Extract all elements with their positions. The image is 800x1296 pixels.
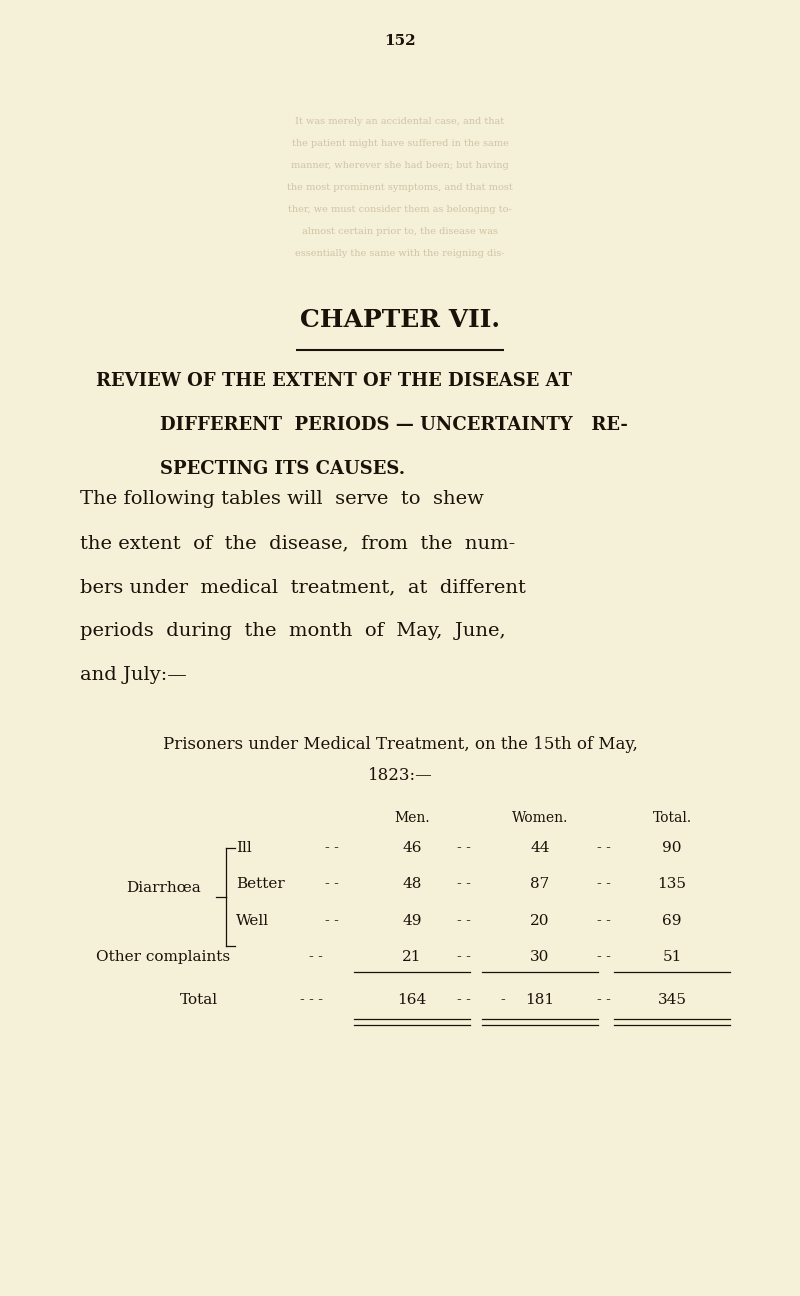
Text: -: - <box>500 993 505 1007</box>
Text: DIFFERENT  PERIODS — UNCERTAINTY   RE-: DIFFERENT PERIODS — UNCERTAINTY RE- <box>160 416 628 434</box>
Text: 69: 69 <box>662 914 682 928</box>
Text: periods  during  the  month  of  May,  June,: periods during the month of May, June, <box>80 622 506 640</box>
Text: 20: 20 <box>530 914 550 928</box>
Text: - -: - - <box>457 993 471 1007</box>
Text: 87: 87 <box>530 877 550 892</box>
Text: - -: - - <box>325 914 339 928</box>
Text: - -: - - <box>457 877 471 892</box>
Text: 135: 135 <box>658 877 686 892</box>
Text: - -: - - <box>325 841 339 855</box>
Text: 164: 164 <box>398 993 426 1007</box>
Text: Well: Well <box>236 914 269 928</box>
Text: the patient might have suffered in the same: the patient might have suffered in the s… <box>291 139 509 148</box>
Text: The following tables will  serve  to  shew: The following tables will serve to shew <box>80 490 484 508</box>
Text: 49: 49 <box>402 914 422 928</box>
Text: Women.: Women. <box>512 811 568 826</box>
Text: 1823:—: 1823:— <box>368 767 432 784</box>
Text: Total.: Total. <box>653 811 691 826</box>
Text: 21: 21 <box>402 950 422 964</box>
Text: - -: - - <box>597 993 611 1007</box>
Text: - -: - - <box>309 950 323 964</box>
Text: ther, we must consider them as belonging to-: ther, we must consider them as belonging… <box>288 205 512 214</box>
Text: almost certain prior to, the disease was: almost certain prior to, the disease was <box>302 227 498 236</box>
Text: 181: 181 <box>526 993 554 1007</box>
Text: It was merely an accidental case, and that: It was merely an accidental case, and th… <box>295 117 505 126</box>
Text: - -: - - <box>597 950 611 964</box>
Text: 30: 30 <box>530 950 550 964</box>
Text: 51: 51 <box>662 950 682 964</box>
Text: - - -: - - - <box>301 993 323 1007</box>
Text: Total: Total <box>180 993 218 1007</box>
Text: - -: - - <box>457 950 471 964</box>
Text: Other complaints: Other complaints <box>96 950 230 964</box>
Text: 345: 345 <box>658 993 686 1007</box>
Text: - -: - - <box>325 877 339 892</box>
Text: the extent  of  the  disease,  from  the  num-: the extent of the disease, from the num- <box>80 534 515 552</box>
Text: Prisoners under Medical Treatment, on the 15th of May,: Prisoners under Medical Treatment, on th… <box>162 736 638 753</box>
Text: 46: 46 <box>402 841 422 855</box>
Text: 152: 152 <box>384 34 416 48</box>
Text: - -: - - <box>597 914 611 928</box>
Text: manner, wherever she had been; but having: manner, wherever she had been; but havin… <box>291 161 509 170</box>
Text: Better: Better <box>236 877 285 892</box>
Text: - -: - - <box>597 877 611 892</box>
Text: 90: 90 <box>662 841 682 855</box>
Text: 44: 44 <box>530 841 550 855</box>
Text: the most prominent symptoms, and that most: the most prominent symptoms, and that mo… <box>287 183 513 192</box>
Text: Ill: Ill <box>236 841 252 855</box>
Text: Men.: Men. <box>394 811 430 826</box>
Text: - -: - - <box>597 841 611 855</box>
Text: - -: - - <box>457 841 471 855</box>
Text: bers under  medical  treatment,  at  different: bers under medical treatment, at differe… <box>80 578 526 596</box>
Text: and July:—: and July:— <box>80 666 186 684</box>
Text: Diarrhœa: Diarrhœa <box>126 881 202 894</box>
Text: essentially the same with the reigning dis-: essentially the same with the reigning d… <box>295 249 505 258</box>
Text: SPECTING ITS CAUSES.: SPECTING ITS CAUSES. <box>160 460 405 478</box>
Text: - -: - - <box>457 914 471 928</box>
Text: REVIEW OF THE EXTENT OF THE DISEASE AT: REVIEW OF THE EXTENT OF THE DISEASE AT <box>96 372 572 390</box>
Text: CHAPTER VII.: CHAPTER VII. <box>300 308 500 333</box>
Text: 48: 48 <box>402 877 422 892</box>
